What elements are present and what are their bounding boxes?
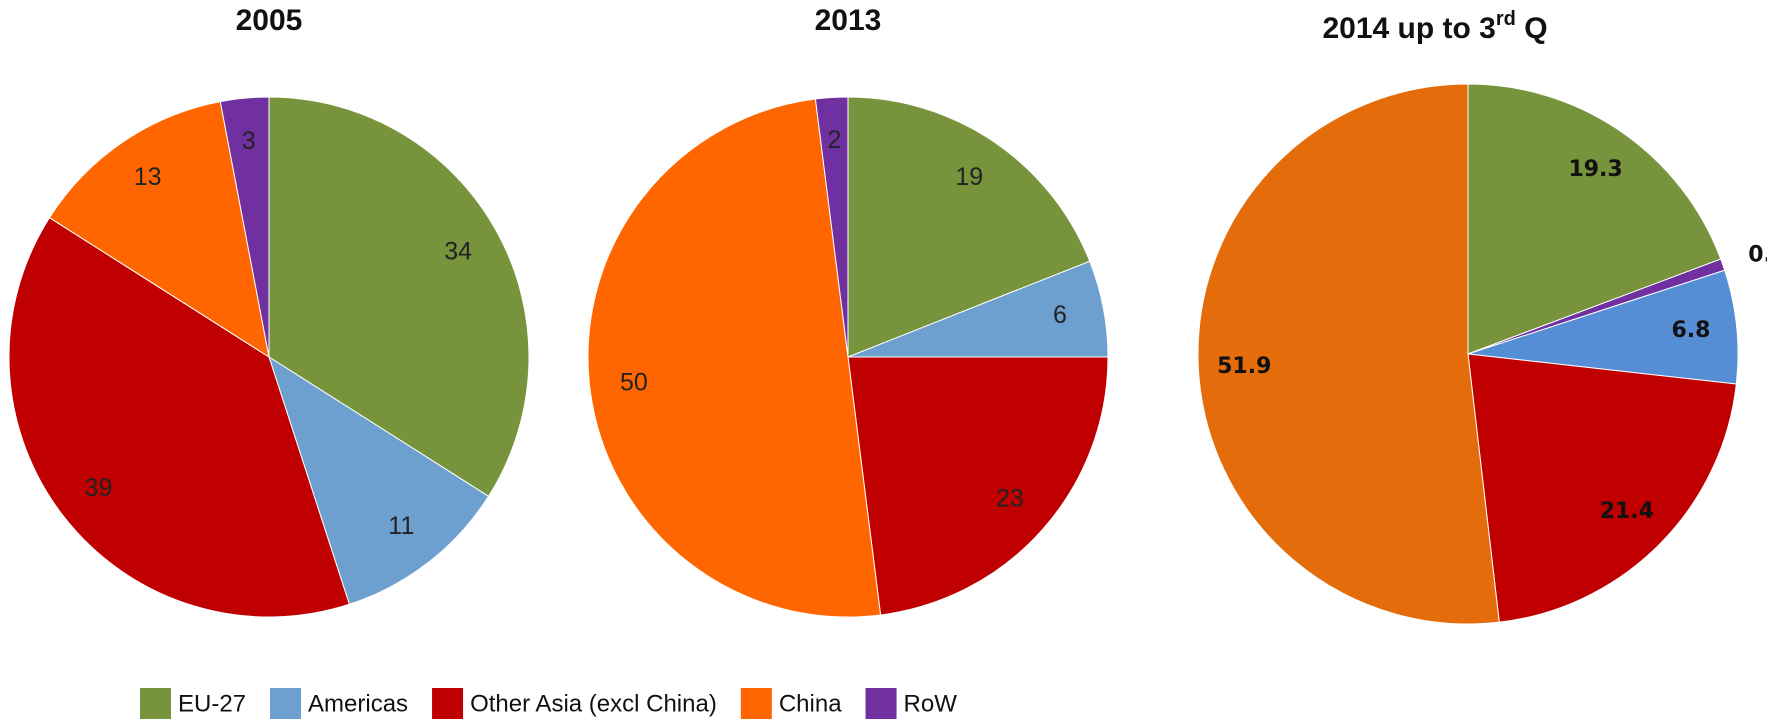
pie-slice <box>268 96 530 498</box>
pie-slice <box>8 216 350 618</box>
legend-label: Americas <box>308 690 408 717</box>
data-label: 19.3 <box>1568 157 1622 182</box>
pie-slice <box>847 356 1109 616</box>
legend-label: China <box>779 690 842 717</box>
pie-slice <box>219 96 270 358</box>
data-label: 23 <box>996 484 1024 512</box>
pie-slice <box>1467 83 1722 355</box>
legend-label: EU-27 <box>178 690 246 717</box>
data-label: 3 <box>242 127 256 155</box>
data-label: 2 <box>827 126 841 154</box>
pie-slice <box>1197 83 1500 625</box>
data-label: 6.8 <box>1671 318 1710 343</box>
data-label: 39 <box>85 474 113 502</box>
data-label: 21.4 <box>1600 499 1654 524</box>
pie-slice <box>48 101 270 359</box>
legend-swatch <box>270 688 302 719</box>
pie-slice <box>1467 269 1739 385</box>
pie-slice <box>814 96 849 358</box>
legend-swatch <box>140 688 171 719</box>
data-label: 50 <box>620 369 648 397</box>
pie-slice <box>268 355 490 605</box>
data-label: 34 <box>444 238 472 266</box>
chart-title: 2013 <box>815 4 882 37</box>
data-label: 11 <box>388 512 414 540</box>
data-label: 19 <box>955 163 983 191</box>
data-label: 13 <box>134 163 162 191</box>
data-label: 6 <box>1053 301 1067 329</box>
data-label: 51.9 <box>1217 354 1271 379</box>
legend-swatch <box>865 688 897 719</box>
legend-label: RoW <box>904 690 958 717</box>
chart-title: 2014 up to 3rd Q <box>1322 8 1547 45</box>
legend-swatch <box>740 688 772 719</box>
legend-swatch <box>432 688 464 719</box>
data-label: 0.7 <box>1748 243 1767 268</box>
chart-title: 2005 <box>236 4 303 37</box>
legend-label: Other Asia (excl China) <box>470 690 717 717</box>
pie-slice <box>587 98 882 618</box>
pie-slice <box>1467 353 1737 623</box>
pie-slice <box>847 96 1091 358</box>
legend: EU-27 Americas Other Asia (excl China) Chin… <box>140 688 957 719</box>
